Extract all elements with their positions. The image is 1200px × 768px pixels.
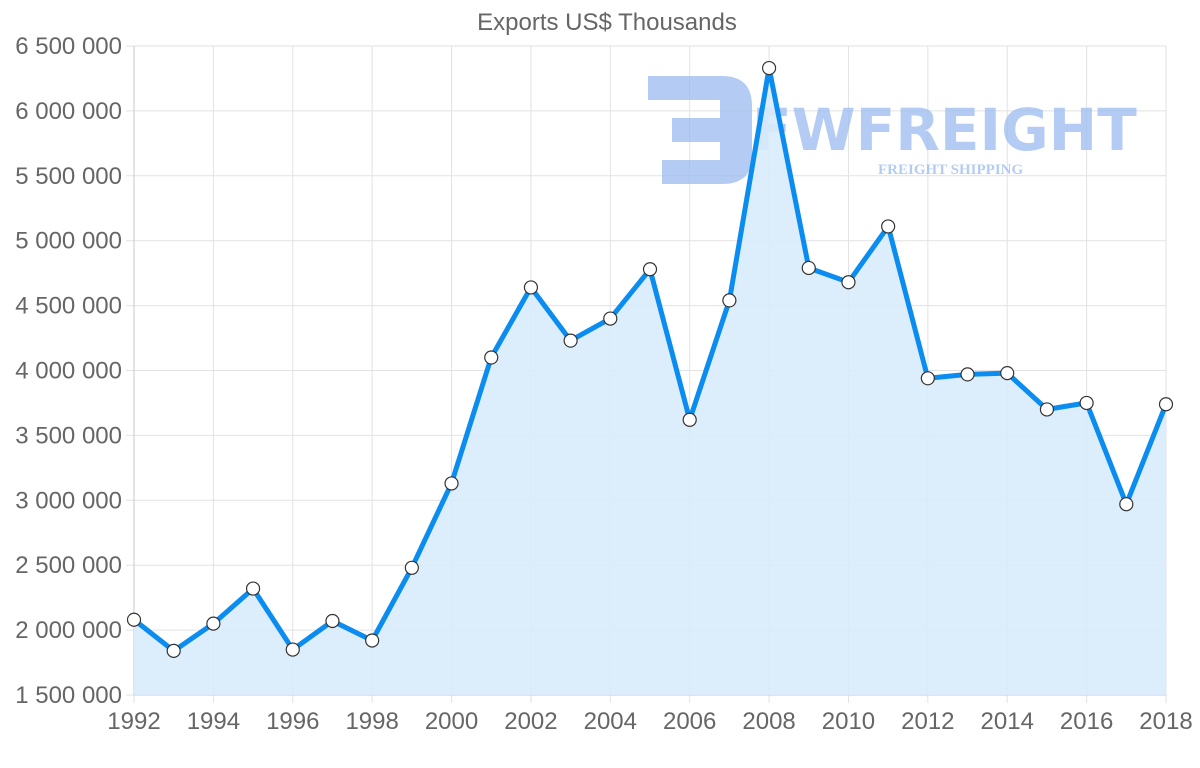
data-point[interactable] (761, 60, 777, 76)
data-point[interactable] (801, 260, 816, 276)
fwfreight-logo-icon (648, 76, 752, 184)
data-point[interactable] (1039, 402, 1055, 417)
y-tick-label: 5 000 000 (15, 228, 122, 255)
x-tick-label: 1998 (345, 708, 398, 735)
y-axis-labels: 1 500 000 2 000 000 2 500 000 3 000 000 3 50… (15, 33, 122, 709)
data-point[interactable] (444, 476, 459, 491)
area-fill (134, 68, 1166, 696)
y-tick-label: 5 500 000 (15, 163, 122, 190)
x-tick-label: 2000 (425, 708, 478, 735)
data-point[interactable] (245, 581, 261, 596)
data-point[interactable] (1000, 365, 1015, 381)
y-tick-label: 6 500 000 (15, 33, 122, 60)
watermark-tagline: FREIGHT SHIPPING (878, 162, 1023, 178)
x-tick-label: 2002 (504, 708, 557, 735)
y-tick-label: 2 000 000 (15, 617, 122, 644)
data-point[interactable] (1158, 397, 1174, 412)
data-point[interactable] (603, 311, 618, 326)
data-point[interactable] (404, 560, 419, 575)
watermark-brand: FWFREIGHT (752, 96, 1137, 164)
data-point[interactable] (126, 612, 142, 627)
x-tick-label: 1992 (107, 708, 160, 735)
x-tick-label: 2014 (981, 708, 1034, 735)
x-tick-label: 1996 (266, 708, 319, 735)
data-point[interactable] (881, 219, 896, 234)
data-point[interactable] (722, 293, 737, 308)
data-point[interactable] (365, 633, 380, 648)
data-point[interactable] (484, 350, 499, 365)
y-tick-label: 4 000 000 (15, 358, 122, 385)
data-point[interactable] (682, 412, 697, 427)
y-tick-label: 1 500 000 (15, 682, 122, 709)
chart-title: Exports US$ Thousands (477, 9, 737, 36)
x-axis-labels: 1992 1994 1996 1998 2000 2002 2004 2006 2008 2010… (107, 708, 1192, 735)
x-tick-label: 2006 (663, 708, 716, 735)
x-tick-label: 2018 (1139, 708, 1192, 735)
data-point[interactable] (206, 616, 221, 631)
y-tick-label: 6 000 000 (15, 98, 122, 125)
data-point[interactable] (960, 367, 975, 382)
data-points (126, 60, 1174, 658)
y-tick-label: 4 500 000 (15, 293, 122, 320)
data-point[interactable] (166, 643, 181, 658)
x-tick-label: 2012 (901, 708, 954, 735)
x-tick-label: 2004 (584, 708, 637, 735)
y-tick-label: 3 000 000 (15, 487, 122, 514)
y-tick-label: 2 500 000 (15, 552, 122, 579)
data-point[interactable] (285, 642, 300, 657)
x-tick-label: 2010 (822, 708, 875, 735)
data-point[interactable] (325, 613, 340, 629)
x-tick-label: 2016 (1060, 708, 1113, 735)
data-point[interactable] (1119, 497, 1134, 512)
data-point[interactable] (523, 280, 539, 295)
data-point[interactable] (841, 275, 856, 290)
data-point[interactable] (563, 333, 578, 348)
data-point[interactable] (1079, 395, 1094, 411)
data-point[interactable] (642, 262, 658, 277)
watermark-logo: FWFREIGHT FREIGHT SHIPPING (648, 76, 1137, 184)
x-tick-label: 2008 (742, 708, 795, 735)
y-tick-label: 3 500 000 (15, 422, 122, 449)
data-point[interactable] (920, 371, 935, 386)
x-tick-label: 1994 (187, 708, 240, 735)
